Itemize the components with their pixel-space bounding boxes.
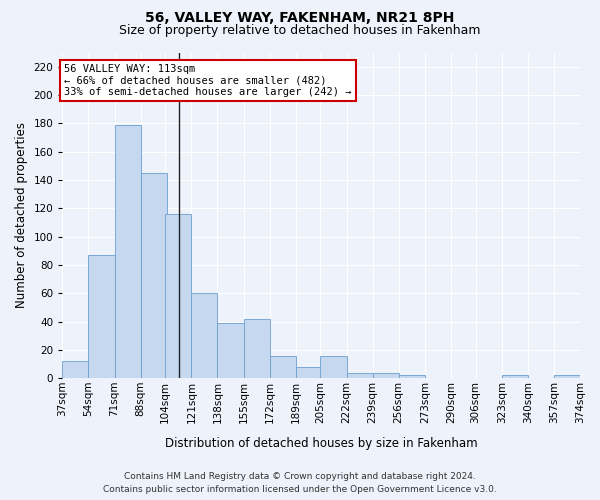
Text: Size of property relative to detached houses in Fakenham: Size of property relative to detached ho…: [119, 24, 481, 37]
Text: Contains HM Land Registry data © Crown copyright and database right 2024.
Contai: Contains HM Land Registry data © Crown c…: [103, 472, 497, 494]
Bar: [502, 376, 528, 378]
Bar: [270, 356, 296, 378]
Bar: [62, 361, 88, 378]
Bar: [320, 356, 347, 378]
Bar: [217, 323, 244, 378]
Bar: [554, 376, 580, 378]
Bar: [88, 255, 115, 378]
Bar: [115, 124, 140, 378]
Text: 56 VALLEY WAY: 113sqm
← 66% of detached houses are smaller (482)
33% of semi-det: 56 VALLEY WAY: 113sqm ← 66% of detached …: [64, 64, 352, 97]
Bar: [191, 293, 217, 378]
Bar: [165, 214, 191, 378]
Bar: [347, 372, 373, 378]
Text: 56, VALLEY WAY, FAKENHAM, NR21 8PH: 56, VALLEY WAY, FAKENHAM, NR21 8PH: [145, 11, 455, 25]
Y-axis label: Number of detached properties: Number of detached properties: [15, 122, 28, 308]
Bar: [296, 367, 322, 378]
Bar: [399, 376, 425, 378]
Bar: [140, 173, 167, 378]
X-axis label: Distribution of detached houses by size in Fakenham: Distribution of detached houses by size …: [165, 437, 478, 450]
Bar: [244, 318, 270, 378]
Bar: [373, 372, 399, 378]
